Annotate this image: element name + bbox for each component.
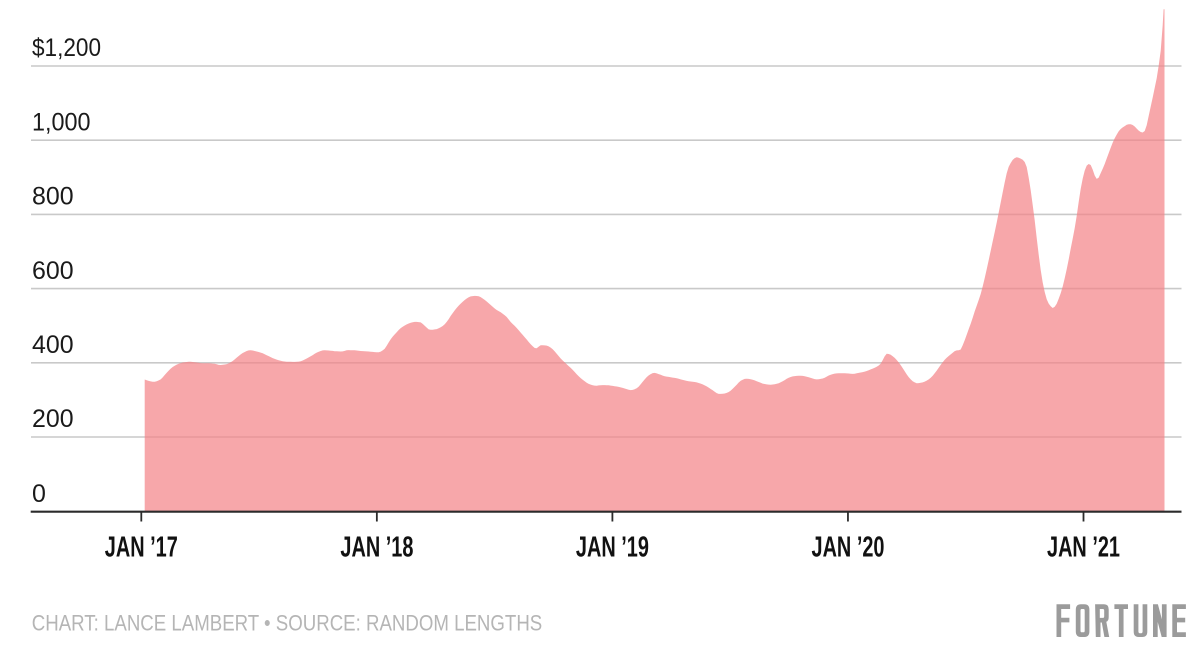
svg-text:1,000: 1,000	[32, 108, 91, 136]
svg-text:$1,200: $1,200	[32, 34, 101, 62]
svg-text:200: 200	[32, 405, 74, 433]
svg-text:600: 600	[32, 257, 74, 285]
svg-text:JAN ’19: JAN ’19	[576, 532, 649, 564]
svg-text:400: 400	[32, 331, 74, 359]
svg-text:JAN ’20: JAN ’20	[812, 532, 885, 564]
svg-text:0: 0	[32, 480, 46, 508]
svg-text:JAN ’21: JAN ’21	[1047, 532, 1120, 564]
svg-text:JAN ’17: JAN ’17	[105, 532, 178, 564]
svg-text:JAN ’18: JAN ’18	[340, 532, 413, 564]
svg-text:CHART: LANCE LAMBERT • SOURCE:: CHART: LANCE LAMBERT • SOURCE: RANDOM LE…	[32, 611, 543, 636]
svg-text:800: 800	[32, 183, 74, 211]
